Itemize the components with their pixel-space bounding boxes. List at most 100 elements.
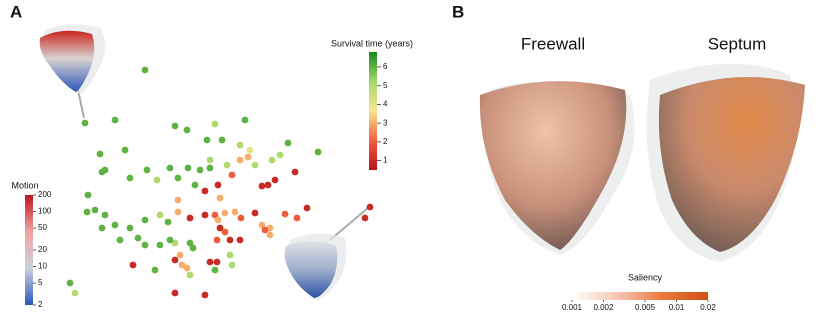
scatter-point — [251, 161, 259, 169]
scatter-point — [126, 174, 134, 182]
scatter-point — [244, 153, 252, 161]
scatter-point — [213, 236, 221, 244]
scatter-point — [216, 224, 224, 232]
heart-renderings — [479, 63, 805, 262]
scatter-point — [91, 206, 99, 214]
colorbar-tick-label: 6 — [383, 62, 388, 71]
scatter-point — [211, 266, 219, 274]
scatter-point — [258, 221, 266, 229]
scatter-point — [223, 161, 231, 169]
scatter-point — [111, 116, 119, 124]
scatter-point — [221, 209, 229, 217]
scatter-point — [236, 156, 244, 164]
scatter-point — [211, 120, 219, 128]
scatter-point — [156, 211, 164, 219]
colorbar-tick-label: 5 — [383, 81, 388, 90]
scatter-point — [141, 241, 149, 249]
colorbar-tick-label: 0.005 — [635, 303, 656, 312]
scatter-point — [206, 156, 214, 164]
scatter-point — [226, 236, 234, 244]
colorbar-tick-label: 1 — [383, 156, 388, 165]
scatter-point — [366, 203, 374, 211]
scatter-point — [216, 194, 224, 202]
scatter-point — [214, 216, 222, 224]
scatter-point — [236, 141, 244, 149]
scatter-point — [237, 214, 245, 222]
scatter-point — [186, 239, 194, 247]
colorbar-tick-label: 3 — [383, 118, 388, 127]
scatter-point — [361, 214, 369, 222]
scatter-point — [141, 66, 149, 74]
scatter-point — [84, 191, 92, 199]
scatter-point — [303, 204, 311, 212]
scatter-point — [203, 136, 211, 144]
scatter-point — [171, 289, 179, 297]
view-title: Freewall — [521, 34, 585, 53]
panel-label: B — [452, 2, 464, 21]
scatter-point — [143, 166, 151, 174]
colorbar-title: Saliency — [628, 272, 663, 282]
scatter-point — [166, 236, 174, 244]
scatter-point — [166, 164, 174, 172]
colorbar-tick-label: 2 — [383, 137, 388, 146]
scatter-point — [201, 291, 209, 299]
scatter-point — [174, 196, 182, 204]
scatter-point — [98, 168, 106, 176]
scatter-point — [171, 239, 179, 247]
scatter-point — [236, 236, 244, 244]
scatter-point — [266, 231, 274, 239]
scatter-point — [83, 208, 91, 216]
scatter-point — [291, 168, 299, 176]
colorbar-tick-label: 50 — [38, 223, 47, 232]
scatter-point — [178, 261, 186, 269]
scatter-point — [164, 218, 172, 226]
scatter-point — [276, 151, 284, 159]
scatter-point — [261, 226, 269, 234]
scatter-point — [151, 266, 159, 274]
colorbar-tick-label: 5 — [38, 278, 43, 287]
scatter-point — [171, 256, 179, 264]
scatter-point — [214, 181, 222, 189]
scatter-point — [293, 214, 301, 222]
scatter-point — [284, 139, 292, 147]
scatter-point — [268, 156, 276, 164]
scatter-point — [201, 211, 209, 219]
colorbar — [25, 195, 33, 305]
colorbar-title: Motion — [11, 180, 38, 190]
colorbar-tick-label: 20 — [38, 245, 47, 254]
scatter-point — [153, 176, 161, 184]
scatter-point — [66, 279, 74, 287]
scatter-point — [174, 174, 182, 182]
scatter-point — [176, 251, 184, 259]
scatter-point — [201, 187, 209, 195]
scatter-point — [129, 261, 137, 269]
scatter-point — [101, 211, 109, 219]
colorbar — [572, 292, 708, 300]
scatter-point — [111, 221, 119, 229]
colorbar-tick-label: 0.001 — [562, 303, 583, 312]
scatter-point — [221, 228, 229, 236]
colorbar-tick-label: 10 — [38, 262, 47, 271]
scatter-point — [196, 166, 204, 174]
scatter-point — [189, 244, 197, 252]
scatter-point — [206, 164, 214, 172]
heart-thumbnails — [39, 24, 369, 300]
scatter-point — [251, 209, 259, 217]
scatter-point — [264, 181, 272, 189]
scatter-point — [213, 258, 221, 266]
scatter-point — [231, 208, 239, 216]
scatter-point — [246, 146, 254, 154]
scatter-point — [183, 126, 191, 134]
scatter-point — [186, 271, 194, 279]
scatter-point — [96, 150, 104, 158]
scatter-point — [171, 122, 179, 130]
scatter-point — [314, 148, 322, 156]
colorbar-title: Survival time (years) — [331, 38, 413, 48]
scatter-point — [226, 251, 234, 259]
scatter-point — [184, 164, 192, 172]
colorbar-tick-label: 4 — [383, 100, 388, 109]
scatter-point — [98, 224, 106, 232]
scatter-point — [81, 119, 89, 127]
colorbar-tick-label: 0.01 — [669, 303, 685, 312]
